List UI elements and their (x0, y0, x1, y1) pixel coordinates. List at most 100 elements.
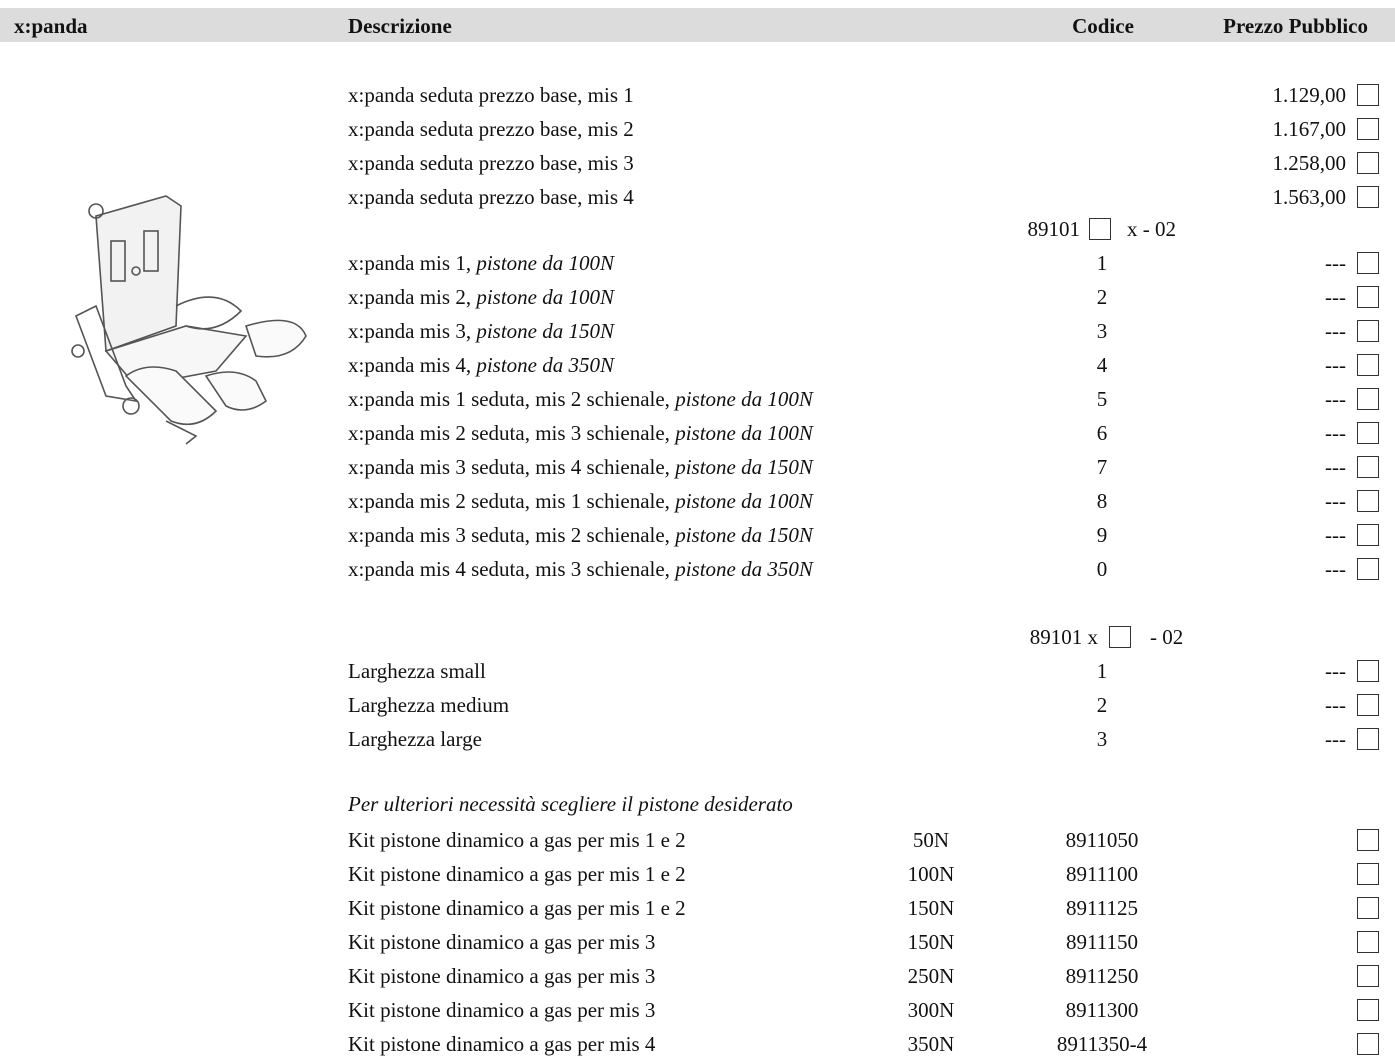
price: --- (1325, 693, 1346, 717)
checkbox[interactable] (1357, 660, 1379, 682)
checkbox[interactable] (1357, 84, 1379, 106)
price: 1.167,00 (1273, 117, 1347, 141)
piston: pistone da 350N (675, 557, 813, 581)
description: x:panda mis 4, pistone da 350N (348, 353, 614, 377)
checkbox[interactable] (1357, 863, 1379, 885)
price: --- (1325, 489, 1346, 513)
description: x:panda mis 2 seduta, mis 1 schienale, p… (348, 489, 813, 513)
description-text: x:panda mis 3, (348, 319, 476, 343)
description: Kit pistone dinamico a gas per mis 1 e 2 (348, 862, 686, 886)
checkbox[interactable] (1357, 558, 1379, 580)
description-text: x:panda mis 4 seduta, mis 3 schienale, (348, 557, 675, 581)
header-description: Descrizione (348, 14, 452, 38)
checkbox[interactable] (1357, 897, 1379, 919)
code-prefix: 89101 x (1030, 625, 1098, 649)
description: Kit pistone dinamico a gas per mis 4 (348, 1032, 655, 1056)
code: 8911150 (1066, 930, 1138, 954)
price: --- (1325, 727, 1346, 751)
description: Larghezza small (348, 659, 486, 683)
checkbox[interactable] (1357, 186, 1379, 208)
header-price: Prezzo Pubblico (1223, 14, 1368, 38)
checkbox[interactable] (1357, 320, 1379, 342)
price: --- (1325, 421, 1346, 445)
code: 6 (1097, 421, 1108, 445)
code: 8911250 (1066, 964, 1139, 988)
checkbox[interactable] (1357, 388, 1379, 410)
force: 300N (908, 998, 955, 1022)
force: 150N (908, 896, 955, 920)
code: 3 (1097, 727, 1108, 751)
header-code: Codice (1072, 14, 1134, 38)
piston: pistone da 100N (675, 421, 813, 445)
description: x:panda mis 2, pistone da 100N (348, 285, 614, 309)
description: x:panda seduta prezzo base, mis 3 (348, 151, 634, 175)
price: --- (1325, 285, 1346, 309)
checkbox[interactable] (1357, 490, 1379, 512)
code: 2 (1097, 693, 1108, 717)
checkbox[interactable] (1357, 829, 1379, 851)
code: 8911300 (1066, 998, 1139, 1022)
checkbox[interactable] (1357, 152, 1379, 174)
description: x:panda seduta prezzo base, mis 2 (348, 117, 634, 141)
checkbox[interactable] (1357, 422, 1379, 444)
description-text: x:panda mis 3 seduta, mis 4 schienale, (348, 455, 675, 479)
description: x:panda seduta prezzo base, mis 1 (348, 83, 634, 107)
force: 250N (908, 964, 955, 988)
code: 8911350-4 (1057, 1032, 1147, 1056)
description: x:panda mis 3 seduta, mis 2 schienale, p… (348, 523, 813, 547)
checkbox[interactable] (1357, 694, 1379, 716)
code: 3 (1097, 319, 1108, 343)
checkbox[interactable] (1357, 728, 1379, 750)
checkbox[interactable] (1089, 218, 1111, 240)
note: Per ulteriori necessità scegliere il pis… (348, 792, 793, 816)
price: --- (1325, 251, 1346, 275)
code: 5 (1097, 387, 1108, 411)
page: x:pandaDescrizioneCodicePrezzo Pubblicox… (0, 0, 1395, 1056)
checkbox[interactable] (1357, 1033, 1379, 1055)
piston: pistone da 100N (675, 387, 813, 411)
checkbox[interactable] (1357, 286, 1379, 308)
checkbox[interactable] (1357, 118, 1379, 140)
price: --- (1325, 557, 1346, 581)
force: 50N (913, 828, 949, 852)
code: 8911050 (1066, 828, 1139, 852)
piston: pistone da 150N (476, 319, 614, 343)
description: x:panda mis 4 seduta, mis 3 schienale, p… (348, 557, 813, 581)
piston: pistone da 150N (675, 455, 813, 479)
price: --- (1325, 319, 1346, 343)
description: x:panda mis 1 seduta, mis 2 schienale, p… (348, 387, 813, 411)
code: 1 (1097, 659, 1108, 683)
checkbox[interactable] (1109, 626, 1131, 648)
price: --- (1325, 353, 1346, 377)
code: 9 (1097, 523, 1108, 547)
description: Kit pistone dinamico a gas per mis 1 e 2 (348, 828, 686, 852)
checkbox[interactable] (1357, 524, 1379, 546)
piston: pistone da 100N (476, 251, 614, 275)
description: Kit pistone dinamico a gas per mis 3 (348, 998, 655, 1022)
description: Kit pistone dinamico a gas per mis 3 (348, 964, 655, 988)
description-text: x:panda mis 4, (348, 353, 476, 377)
piston: pistone da 100N (675, 489, 813, 513)
description-text: x:panda mis 1 seduta, mis 2 schienale, (348, 387, 675, 411)
code: 2 (1097, 285, 1108, 309)
checkbox[interactable] (1357, 931, 1379, 953)
price: 1.258,00 (1273, 151, 1347, 175)
description-text: x:panda mis 2 seduta, mis 1 schienale, (348, 489, 675, 513)
code: 7 (1097, 455, 1108, 479)
checkbox[interactable] (1357, 965, 1379, 987)
piston: pistone da 100N (476, 285, 614, 309)
price: --- (1325, 523, 1346, 547)
code: 0 (1097, 557, 1108, 581)
force: 100N (908, 862, 955, 886)
price: --- (1325, 455, 1346, 479)
checkbox[interactable] (1357, 354, 1379, 376)
checkbox[interactable] (1357, 456, 1379, 478)
description: x:panda mis 2 seduta, mis 3 schienale, p… (348, 421, 813, 445)
code: 4 (1097, 353, 1108, 377)
force: 150N (908, 930, 955, 954)
checkbox[interactable] (1357, 252, 1379, 274)
description: Kit pistone dinamico a gas per mis 1 e 2 (348, 896, 686, 920)
product-image (66, 186, 316, 446)
checkbox[interactable] (1357, 999, 1379, 1021)
code: 1 (1097, 251, 1108, 275)
